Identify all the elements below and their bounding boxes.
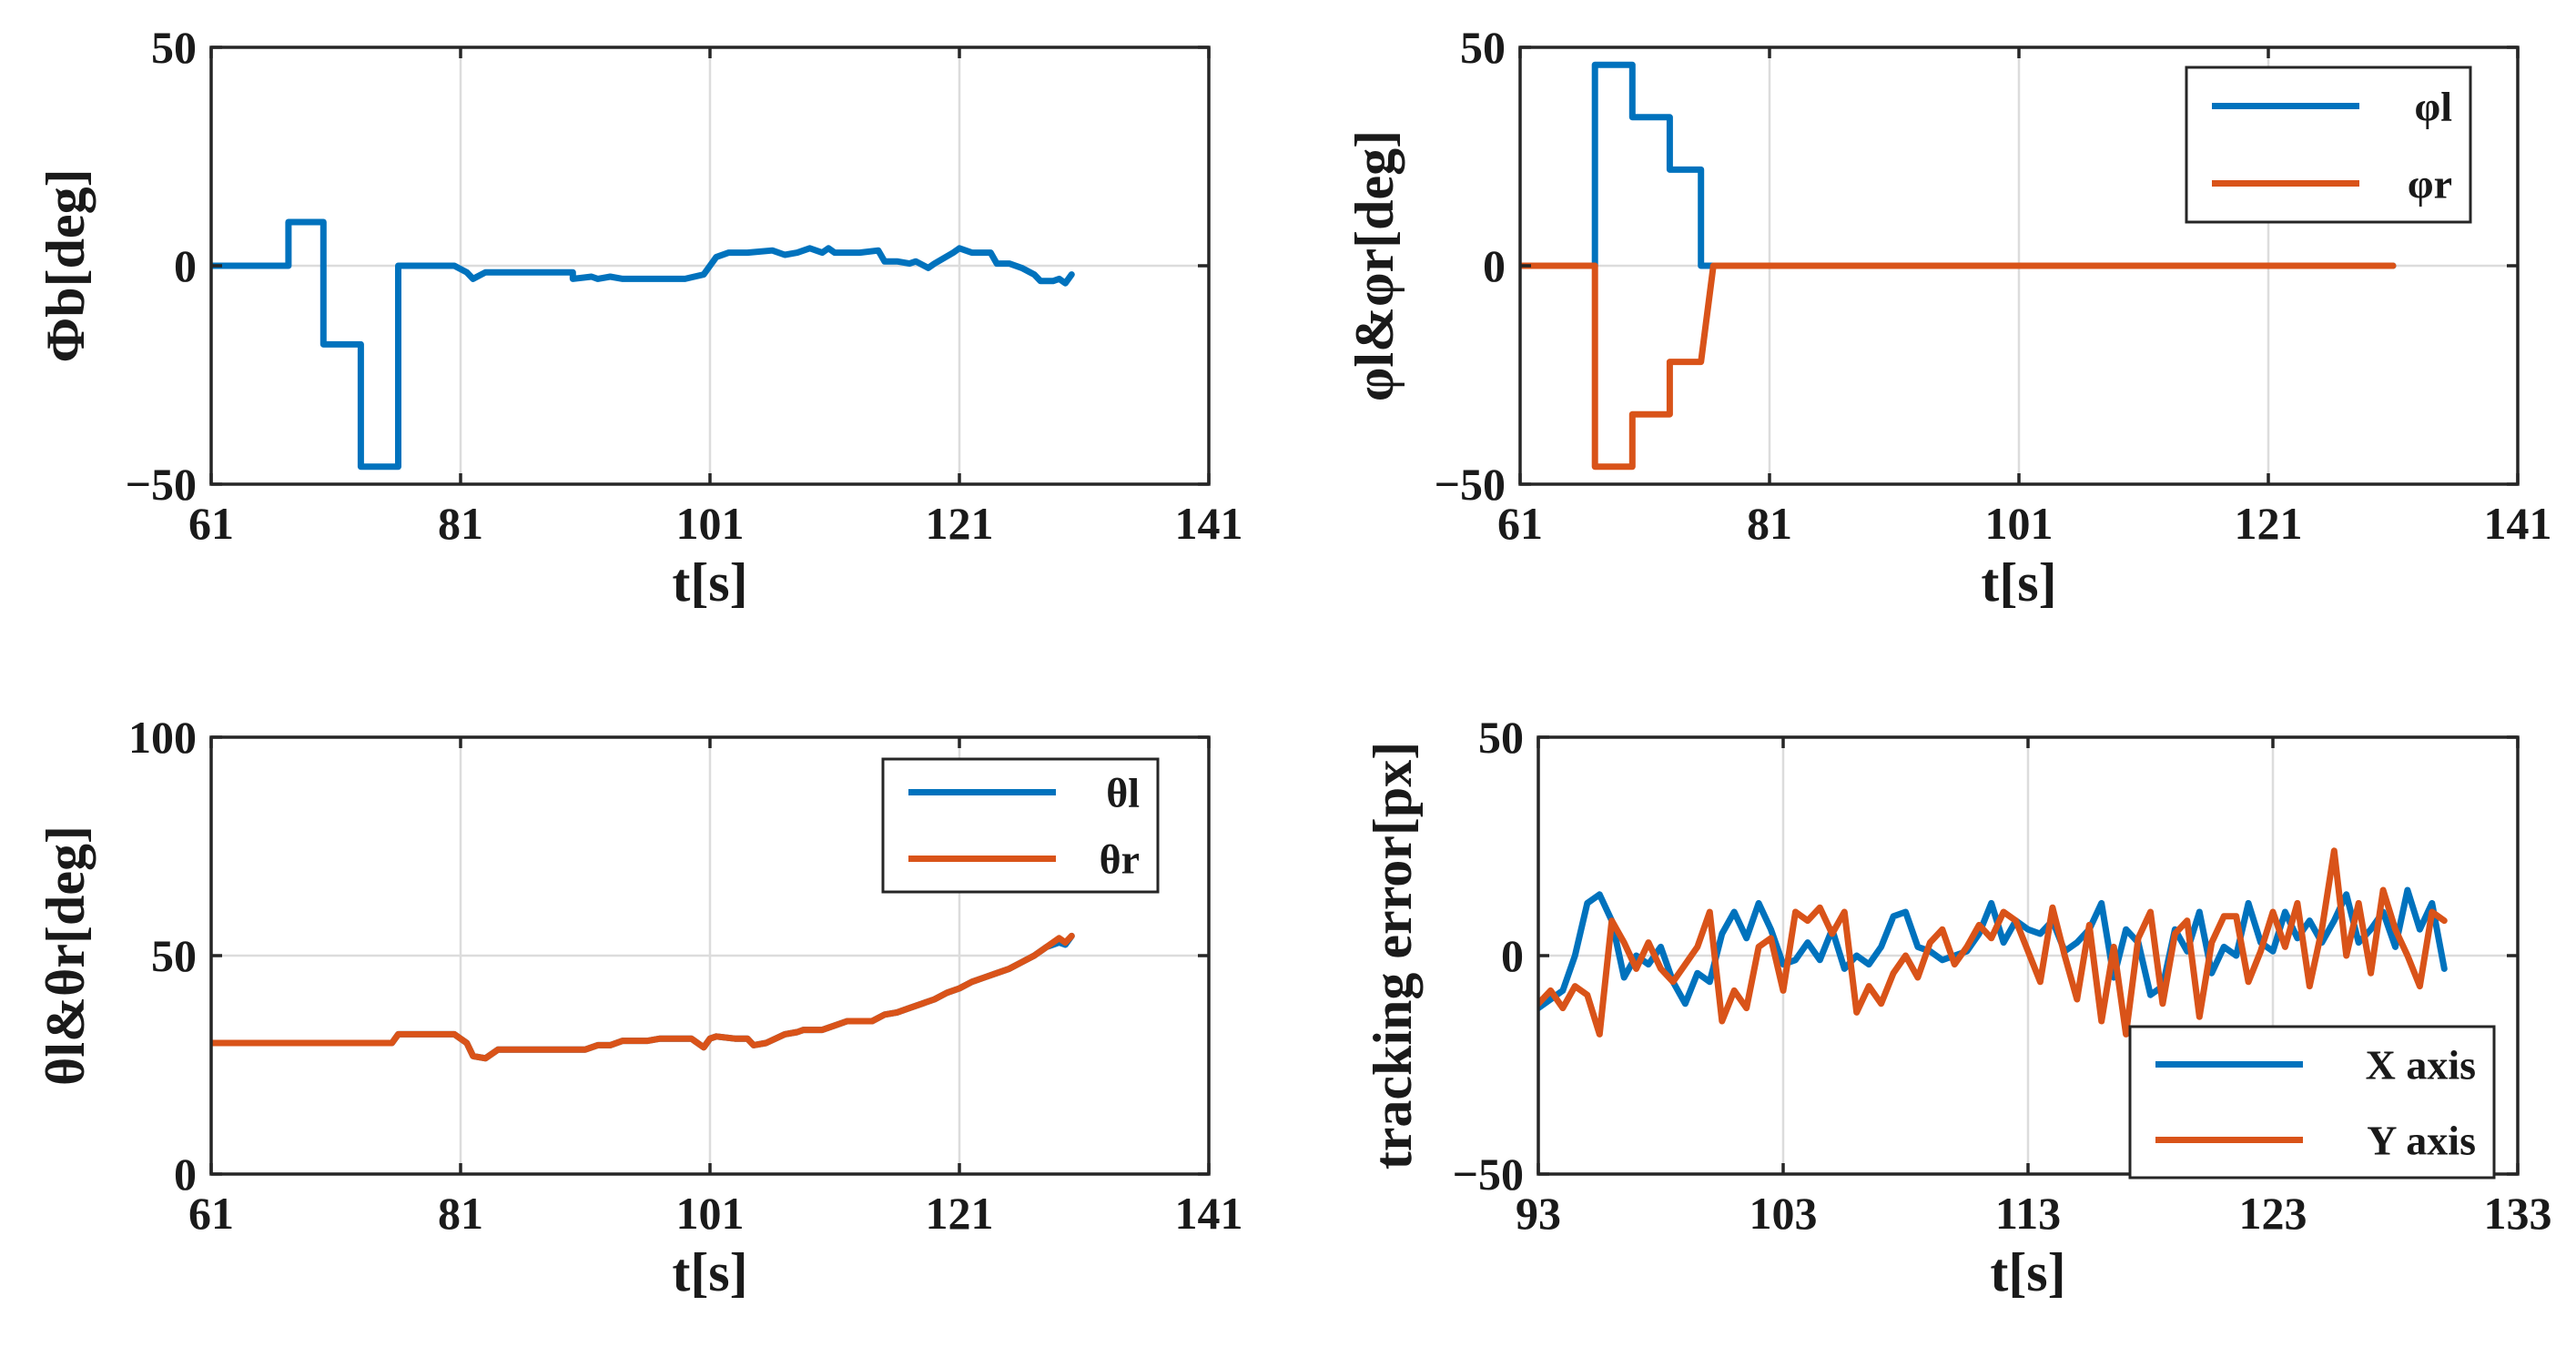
legend-label: Y axis — [2367, 1118, 2476, 1164]
legend-label: X axis — [2366, 1042, 2476, 1089]
y-axis-label: Φb[deg] — [35, 168, 96, 362]
x-tick-label: 101 — [676, 498, 745, 549]
y-tick-label: 50 — [1478, 712, 1524, 763]
series-line-2 — [211, 932, 1075, 1062]
y-tick-label: 0 — [174, 1149, 197, 1200]
x-tick-label: 81 — [1747, 498, 1792, 549]
y-tick-label: 0 — [174, 240, 197, 291]
legend: X axis Y axis — [2128, 1025, 2496, 1180]
y-axis-label: θl&θr[deg] — [35, 825, 96, 1086]
x-tick-label: 81 — [438, 498, 483, 549]
legend-label: φl — [2415, 84, 2453, 130]
x-tick-label: 141 — [1175, 498, 1243, 549]
series-line-2 — [1520, 262, 2397, 471]
x-tick-label: 101 — [676, 1188, 745, 1239]
chart-panel-1: 61 81 101 121 141 −50 0 50 t[s] Φb[deg] — [35, 22, 1243, 613]
legend: θl θr — [881, 757, 1160, 894]
y-tick-label: −50 — [126, 459, 198, 510]
y-tick-label: 50 — [1460, 22, 1506, 73]
x-tick-label: 93 — [1516, 1188, 1561, 1239]
y-tick-label: 50 — [151, 22, 197, 73]
x-tick-label: 113 — [1995, 1188, 2061, 1239]
x-tick-label: 121 — [926, 1188, 994, 1239]
legend-label: θl — [1106, 770, 1140, 816]
chart-panel-2: 61 81 101 121 141 −50 0 50 t[s] φl&φr[deg] φl φr — [1344, 22, 2552, 613]
x-tick-label: 141 — [2484, 498, 2552, 549]
x-tick-label: 61 — [188, 498, 234, 549]
x-tick-label: 141 — [1175, 1188, 1243, 1239]
y-tick-label: 50 — [151, 930, 197, 981]
x-axis-label: t[s] — [672, 552, 747, 613]
legend-box — [2185, 66, 2472, 224]
y-tick-label: 100 — [128, 712, 197, 763]
y-tick-label: 0 — [1501, 930, 1524, 981]
legend-label: φr — [2408, 161, 2452, 208]
legend-label: θr — [1100, 836, 1140, 883]
x-axis-label: t[s] — [1981, 552, 2056, 613]
legend-box — [881, 757, 1160, 894]
series-line-2 — [1538, 847, 2448, 1038]
y-tick-label: −50 — [1453, 1149, 1525, 1200]
x-tick-label: 61 — [1497, 498, 1543, 549]
y-tick-label: −50 — [1435, 459, 1506, 510]
series-line-1 — [1520, 61, 2397, 269]
chart-panel-4: 93 103 113 123 133 −50 0 50 t[s] tracking error[p… — [1363, 712, 2552, 1302]
x-tick-label: 123 — [2239, 1188, 2307, 1239]
x-tick-label: 81 — [438, 1188, 483, 1239]
legend: φl φr — [2185, 66, 2472, 224]
legend-box — [2128, 1025, 2496, 1180]
y-axis-label: φl&φr[deg] — [1344, 130, 1405, 401]
y-axis-label: tracking error[px] — [1363, 742, 1423, 1170]
series-line-1 — [1538, 886, 2448, 1012]
x-tick-label: 121 — [2235, 498, 2303, 549]
y-tick-label: 0 — [1483, 240, 1506, 291]
chart-panel-3: 61 81 101 121 141 0 50 100 t[s] θl&θr[deg] θl θr — [35, 712, 1243, 1302]
x-tick-label: 133 — [2484, 1188, 2552, 1239]
x-tick-label: 61 — [188, 1188, 234, 1239]
x-axis-label: t[s] — [1990, 1242, 2065, 1302]
x-tick-label: 101 — [1985, 498, 2054, 549]
x-axis-label: t[s] — [672, 1242, 747, 1302]
x-tick-label: 103 — [1749, 1188, 1818, 1239]
series-line-1 — [211, 218, 1075, 471]
x-tick-label: 121 — [926, 498, 994, 549]
